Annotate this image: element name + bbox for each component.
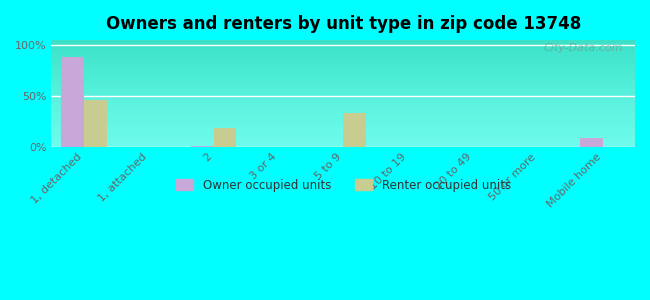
Legend: Owner occupied units, Renter occupied units: Owner occupied units, Renter occupied un… — [171, 174, 515, 196]
Bar — [214, 128, 236, 147]
Bar — [343, 113, 366, 147]
Bar — [84, 100, 107, 147]
Bar — [580, 138, 603, 147]
Title: Owners and renters by unit type in zip code 13748: Owners and renters by unit type in zip c… — [105, 15, 581, 33]
Bar — [61, 57, 84, 147]
Text: City-Data.com: City-Data.com — [544, 43, 623, 53]
Bar — [191, 146, 214, 147]
